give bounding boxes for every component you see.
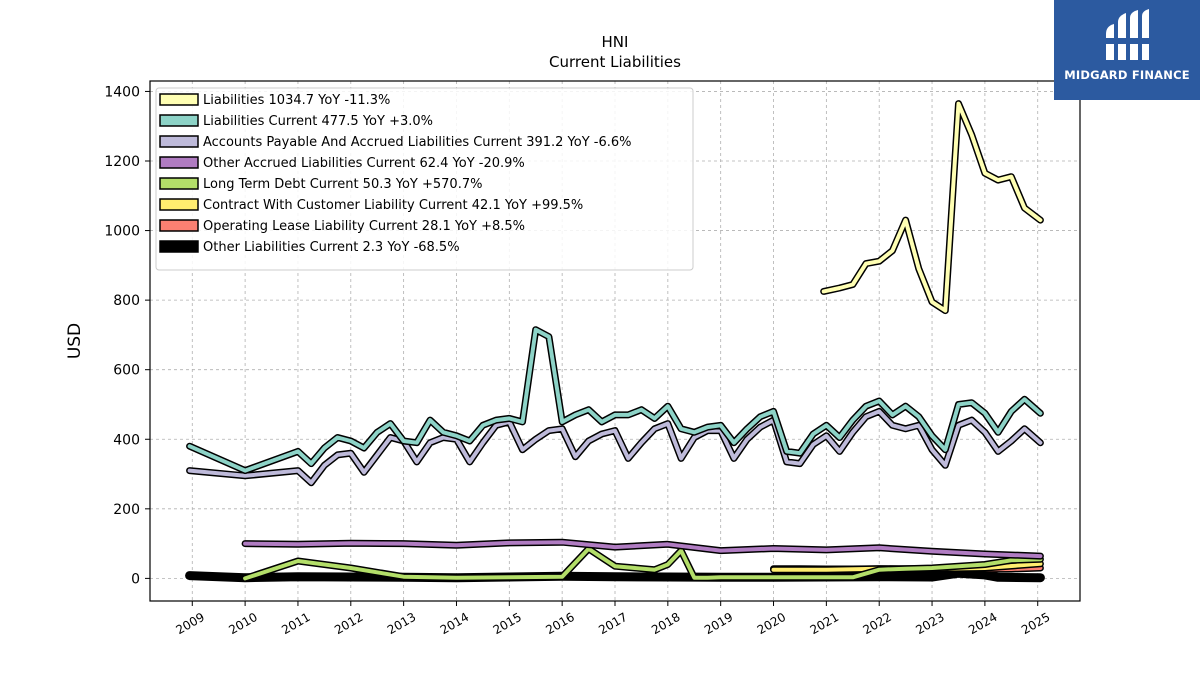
legend-swatch xyxy=(159,240,199,253)
legend-entry-accounts-payable-and-accrued-liabilities-current: Accounts Payable And Accrued Liabilities… xyxy=(203,135,632,150)
legend-entry-long-term-debt-current: Long Term Debt Current 50.3 YoY +570.7% xyxy=(203,177,482,192)
y-tick-label: 800 xyxy=(113,293,140,309)
midgard-finance-logo: MIDGARD FINANCE xyxy=(1054,0,1200,100)
legend-entry-contract-with-customer-liability-current: Contract With Customer Liability Current… xyxy=(203,198,583,213)
logo-mark-icon xyxy=(1106,9,1149,60)
logo-text: MIDGARD FINANCE xyxy=(1064,68,1190,82)
y-tick-label: 600 xyxy=(113,363,140,379)
legend-swatch xyxy=(159,198,199,211)
legend: Liabilities 1034.7 YoY -11.3% Liabilities… xyxy=(155,87,694,271)
legend-swatch xyxy=(159,114,199,127)
y-axis-label: USD xyxy=(65,323,85,359)
y-tick-label: 400 xyxy=(113,432,140,448)
chart-title: HNI xyxy=(602,33,629,51)
series-outline-other-liabilities-current xyxy=(185,568,1045,583)
series-line-other-accrued-liabilities-current xyxy=(243,540,1043,559)
series-line-liabilities-current xyxy=(187,327,1043,473)
legend-entry-other-liabilities-current: Other Liabilities Current 2.3 YoY -68.5% xyxy=(203,240,460,255)
legend-swatch xyxy=(159,177,199,190)
y-tick-label: 0 xyxy=(131,571,140,587)
y-tick-label: 1200 xyxy=(104,154,140,170)
series-layer xyxy=(185,100,1045,583)
legend-swatch xyxy=(159,135,199,148)
legend-entry-operating-lease-liability-current: Operating Lease Liability Current 28.1 Y… xyxy=(203,219,525,234)
series-line-long-term-debt-current xyxy=(243,546,1043,581)
legend-swatch xyxy=(159,156,199,169)
legend-entry-other-accrued-liabilities-current: Other Accrued Liabilities Current 62.4 Y… xyxy=(203,156,525,171)
legend-box xyxy=(155,87,694,271)
y-tick-label: 1000 xyxy=(104,224,140,240)
legend-entry-liabilities-current: Liabilities Current 477.5 YoY +3.0% xyxy=(203,114,433,129)
chart-subtitle: Current Liabilities xyxy=(549,53,681,71)
legend-entry-liabilities: Liabilities 1034.7 YoY -11.3% xyxy=(203,93,390,108)
legend-swatch xyxy=(159,219,199,232)
y-tick-label: 200 xyxy=(113,502,140,518)
series-line-liabilities xyxy=(821,101,1043,313)
legend-swatch xyxy=(159,93,199,106)
y-tick-label: 1400 xyxy=(104,84,140,100)
